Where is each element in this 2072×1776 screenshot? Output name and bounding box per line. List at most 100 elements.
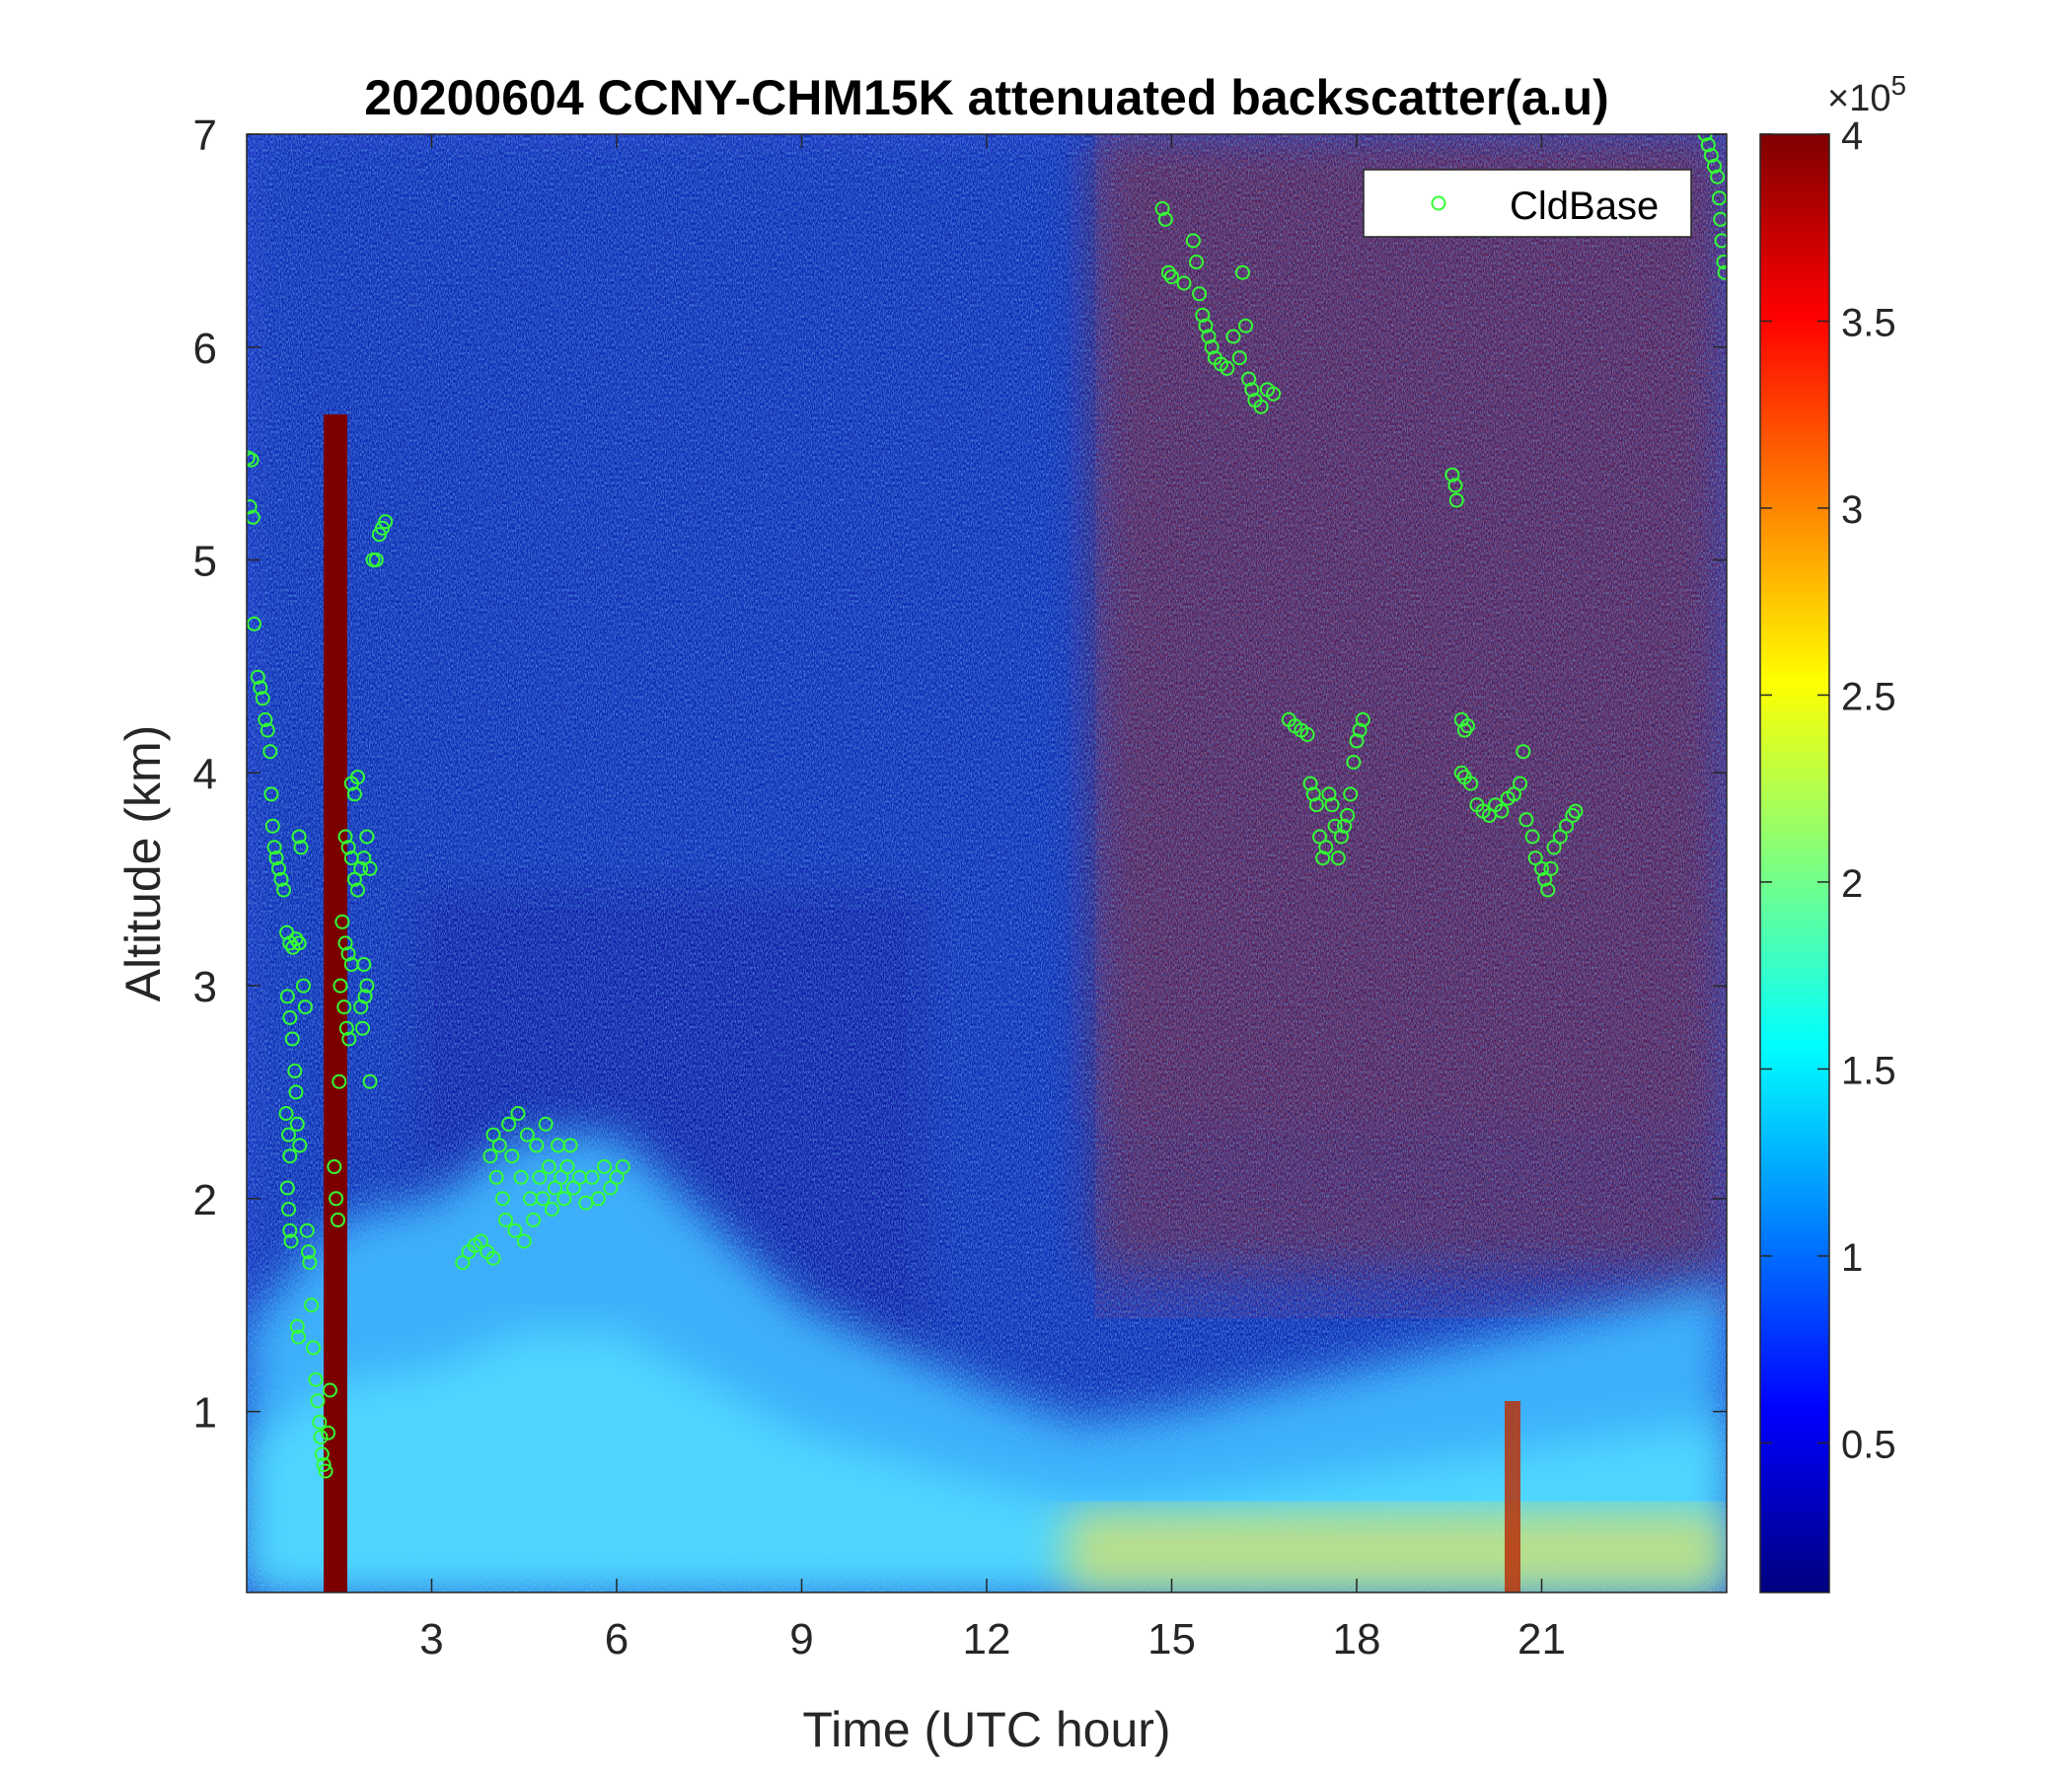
cldbase-point <box>255 691 270 706</box>
cldbase-point <box>304 1297 320 1313</box>
cldbase-point <box>288 1084 304 1100</box>
cldbase-point <box>474 1233 488 1249</box>
legend-marker-icon <box>1431 195 1446 211</box>
cldbase-point <box>1201 329 1217 344</box>
cldbase-point <box>250 669 265 685</box>
cldbase-point <box>340 946 356 962</box>
cldbase-point <box>1463 776 1479 791</box>
cldbase-point <box>308 1371 324 1387</box>
cldbase-point <box>554 1169 569 1185</box>
cldbase-point <box>362 860 378 876</box>
cldbase-point <box>263 786 279 802</box>
cldbase-point <box>289 1116 305 1132</box>
x-tick-label: 9 <box>789 1615 813 1664</box>
cldbase-point <box>322 1382 337 1398</box>
cldbase-point <box>332 1073 347 1089</box>
cldbase-point <box>1192 286 1208 302</box>
cldbase-point <box>1340 808 1356 823</box>
colorbar-tick-label: 1 <box>1841 1236 1863 1280</box>
cldbase-point <box>1448 492 1464 508</box>
cldbase-point <box>1543 860 1559 876</box>
cldbase-point <box>584 1169 600 1185</box>
cldbase-point <box>1546 840 1562 855</box>
cldbase-point <box>313 1430 329 1444</box>
cldbase-point <box>1333 829 1349 845</box>
cldbase-point <box>1456 722 1472 738</box>
cldbase-point <box>337 829 353 845</box>
cldbase-point <box>1516 744 1531 760</box>
cldbase-point <box>281 1127 296 1143</box>
cldbase-point <box>516 1233 532 1249</box>
cldbase-point <box>338 1020 354 1036</box>
cldbase-point <box>281 1202 296 1218</box>
cldbase-point <box>1189 255 1204 269</box>
cldbase-point <box>532 1169 548 1185</box>
cldbase-point <box>310 1393 326 1409</box>
cldbase-point <box>609 1169 625 1185</box>
cldbase-point <box>359 829 375 845</box>
cldbase-point <box>491 1138 507 1153</box>
cldbase-point <box>292 1138 308 1153</box>
cldbase-point <box>279 989 295 1004</box>
cldbase-point <box>1713 211 1727 227</box>
cldbase-point <box>350 882 365 898</box>
x-tick-label: 12 <box>963 1615 1011 1664</box>
cldbase-point <box>1524 829 1540 845</box>
cldbase-point <box>559 1159 575 1174</box>
cldbase-point <box>510 1106 526 1121</box>
cldbase-point <box>1453 765 1469 780</box>
cldbase-point <box>264 818 280 834</box>
y-tick-label: 6 <box>193 325 217 373</box>
cldbase-point <box>282 1222 298 1238</box>
cldbase-series <box>247 134 1727 1479</box>
cldbase-point <box>289 1318 305 1334</box>
cldbase-point <box>273 871 289 887</box>
cldbase-point <box>1506 786 1521 802</box>
cldbase-point <box>597 1159 612 1174</box>
legend-box <box>1363 169 1692 238</box>
cldbase-point <box>297 999 313 1015</box>
cldbase-point <box>1494 803 1510 819</box>
cldbase-point <box>1552 829 1568 845</box>
cldbase-point <box>302 1255 318 1271</box>
cldbase-point <box>314 1446 330 1462</box>
cldbase-point <box>268 851 284 866</box>
x-tick-label: 18 <box>1333 1615 1381 1664</box>
cldbase-point <box>1703 148 1719 164</box>
cldbase-point <box>282 1148 298 1164</box>
cldbase-point <box>1460 718 1475 734</box>
cldbase-point <box>590 1191 606 1207</box>
cldbase-point <box>331 1212 345 1227</box>
cldbase-point <box>1349 733 1365 749</box>
cldbase-point <box>507 1222 523 1238</box>
cldbase-point <box>562 1138 578 1153</box>
cldbase-point <box>1527 851 1543 866</box>
y-tick-label: 2 <box>193 1176 217 1224</box>
y-tick-label: 3 <box>193 963 217 1011</box>
cldbase-point <box>1185 233 1201 249</box>
cldbase-point <box>1710 169 1726 185</box>
cldbase-point <box>1568 803 1584 819</box>
cldbase-point <box>513 1169 529 1185</box>
cldbase-point <box>1157 211 1173 227</box>
cldbase-point <box>312 1414 328 1430</box>
cldbase-point <box>359 978 375 994</box>
cldbase-point <box>282 1009 298 1025</box>
chart-title: 20200604 CCNY-CHM15K attenuated backscat… <box>364 70 1609 125</box>
cldbase-point <box>1444 467 1460 482</box>
cldbase-point <box>1238 318 1253 333</box>
cldbase-point <box>1327 818 1343 834</box>
cldbase-point <box>278 1106 294 1121</box>
cldbase-point <box>1343 786 1359 802</box>
cldbase-point <box>1697 134 1713 142</box>
cldbase-point <box>327 1159 342 1174</box>
cldbase-point <box>526 1212 542 1227</box>
cldbase-point <box>1231 350 1247 366</box>
cldbase-point <box>556 1191 572 1207</box>
cldbase-point <box>1198 318 1214 333</box>
colorbar-ticks: 0.5 1 1.5 2 2.5 3 3.5 4 <box>1760 114 1896 1466</box>
cldbase-point <box>306 1340 321 1356</box>
cldbase-point <box>247 509 260 525</box>
cldbase-point <box>1220 360 1235 376</box>
cldbase-point <box>247 499 258 515</box>
